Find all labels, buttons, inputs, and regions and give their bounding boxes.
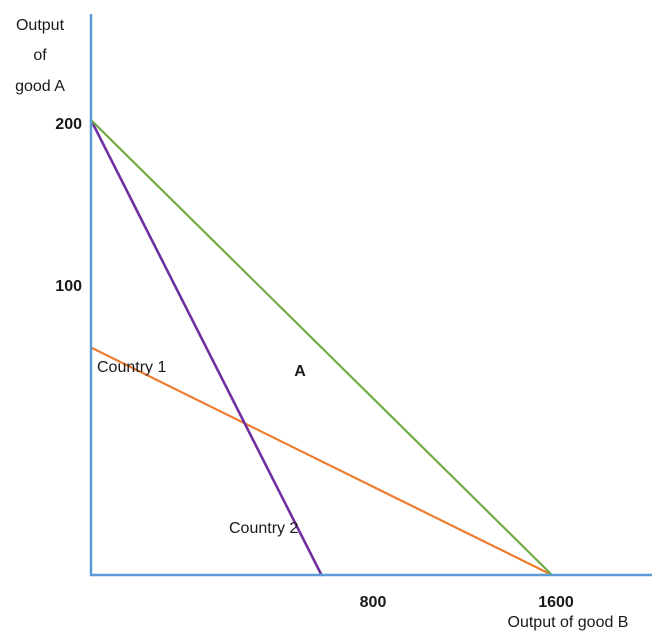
series-line-2 — [89, 118, 323, 577]
axes-layer — [89, 14, 652, 577]
series-layer — [89, 118, 554, 577]
point-label-a: A — [294, 363, 306, 380]
y-tick-label-100: 100 — [55, 278, 82, 295]
series-line-1 — [89, 346, 554, 577]
x-axis-label: Output of good B — [508, 614, 629, 631]
x-tick-label-800: 800 — [360, 594, 387, 611]
series-label-2: Country 2 — [229, 520, 298, 537]
series-line-3 — [89, 118, 554, 577]
y-tick-label-200: 200 — [55, 116, 82, 133]
x-tick-label-1600: 1600 — [538, 594, 574, 611]
y-axis-label-line-1: Output — [16, 17, 65, 34]
y-axis-label-line-2: of — [33, 47, 47, 64]
series-label-1: Country 1 — [97, 359, 166, 376]
labels-layer: Output of good A 100 200 800 1600 Output of goo… — [15, 17, 628, 631]
y-axis-label-line-3: good A — [15, 78, 65, 95]
